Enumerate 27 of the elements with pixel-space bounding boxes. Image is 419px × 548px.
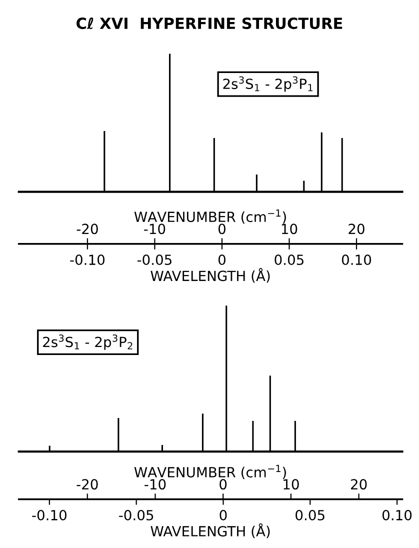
x2-tick-label: 10	[282, 224, 298, 234]
x2-tick-label: -10	[144, 224, 166, 234]
x2-tick-label: -20	[76, 224, 98, 234]
chart-title: Cℓ XVI HYPERFINE STRUCTURE	[76, 18, 342, 30]
x-tick-label: -0.05	[119, 510, 154, 520]
x2-tick-label: -10	[144, 479, 166, 490]
x-axis-title: WAVELENGTH (Å)	[150, 268, 270, 283]
x-tick-label: 0.05	[296, 510, 324, 520]
x-tick-label: 0.05	[274, 254, 304, 266]
x2-tick-label: -20	[76, 479, 98, 490]
x-tick-label: -0.10	[32, 510, 66, 520]
x2-tick-label: 10	[284, 479, 299, 490]
x-tick-label: 0.10	[382, 510, 412, 520]
annotation: 2s$^{3}$S$_{1}$ - 2p$^{3}$P$_{2}$	[43, 334, 132, 350]
x-tick-label: -0.05	[137, 254, 172, 266]
x2-tick-label: 0	[220, 479, 227, 490]
x-tick-label: 0.10	[342, 254, 372, 266]
x-tick-label: 0	[220, 510, 227, 520]
x-axis-title: WAVELENGTH (Å)	[150, 523, 270, 538]
annotation: 2s$^{3}$S$_{1}$ - 2p$^{3}$P$_{1}$	[223, 76, 312, 92]
x2-tick-label: 0	[218, 224, 226, 234]
x2-axis-title: WAVENUMBER (cm$^{−1}$)	[134, 210, 286, 224]
x-tick-label: 0	[218, 254, 226, 266]
x2-tick-label: 20	[350, 479, 367, 490]
x-tick-label: -0.10	[70, 254, 105, 266]
x2-tick-label: 20	[348, 224, 364, 234]
x2-axis-title: WAVENUMBER (cm$^{−1}$)	[134, 464, 286, 480]
